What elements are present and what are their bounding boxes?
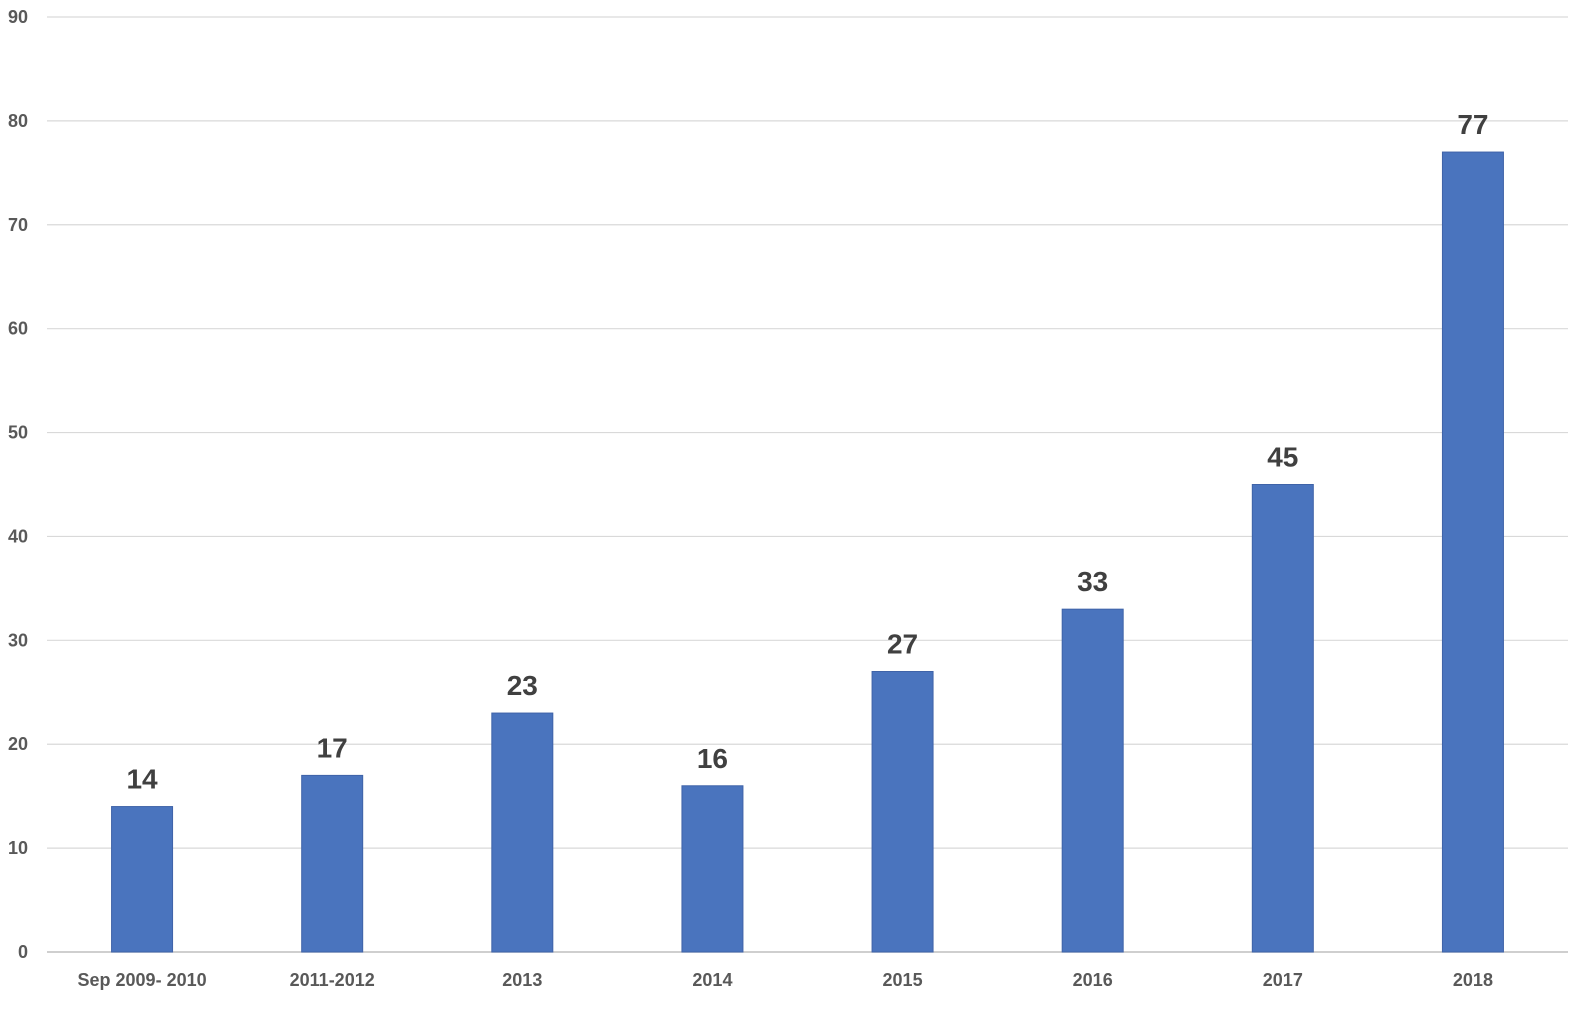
bar bbox=[491, 712, 554, 953]
x-category-label: 2013 bbox=[502, 970, 542, 990]
data-labels: 14 17 23 16 27 33 45 77 bbox=[126, 109, 1488, 795]
x-category-label: 2016 bbox=[1073, 970, 1113, 990]
x-category-label: Sep 2009- 2010 bbox=[78, 970, 207, 990]
bar bbox=[1251, 484, 1314, 953]
y-tick-label: 30 bbox=[8, 630, 28, 650]
data-label: 45 bbox=[1267, 442, 1298, 473]
y-tick-label: 70 bbox=[8, 215, 28, 235]
data-label: 17 bbox=[317, 732, 348, 763]
data-label: 14 bbox=[126, 764, 158, 795]
y-tick-label: 90 bbox=[8, 7, 28, 27]
bars bbox=[111, 151, 1504, 953]
x-category-label: 2014 bbox=[692, 970, 732, 990]
y-tick-label: 80 bbox=[8, 111, 28, 131]
gridlines bbox=[47, 16, 1568, 953]
y-tick-label: 20 bbox=[8, 734, 28, 754]
y-tick-label: 50 bbox=[8, 423, 28, 443]
bar bbox=[871, 671, 934, 953]
data-label: 27 bbox=[887, 629, 918, 660]
data-label: 16 bbox=[697, 743, 728, 774]
x-axis-categories: Sep 2009- 2010 2011-2012 2013 2014 2015 2016 2… bbox=[78, 970, 1493, 990]
bar bbox=[301, 774, 364, 953]
bar bbox=[681, 785, 744, 953]
y-tick-label: 40 bbox=[8, 526, 28, 546]
x-category-label: 2011-2012 bbox=[290, 970, 375, 990]
y-tick-label: 0 bbox=[18, 942, 28, 962]
data-label: 33 bbox=[1077, 566, 1108, 597]
data-label: 23 bbox=[507, 670, 538, 701]
data-label: 77 bbox=[1457, 109, 1488, 140]
bar bbox=[1061, 608, 1124, 953]
x-category-label: 2015 bbox=[883, 970, 923, 990]
y-tick-label: 10 bbox=[8, 838, 28, 858]
bar bbox=[1441, 151, 1504, 953]
y-axis-ticks: 0 10 20 30 40 50 60 70 80 90 bbox=[8, 7, 28, 962]
y-tick-label: 60 bbox=[8, 319, 28, 339]
bar bbox=[111, 806, 174, 953]
x-category-label: 2017 bbox=[1263, 970, 1303, 990]
x-category-label: 2018 bbox=[1453, 970, 1493, 990]
